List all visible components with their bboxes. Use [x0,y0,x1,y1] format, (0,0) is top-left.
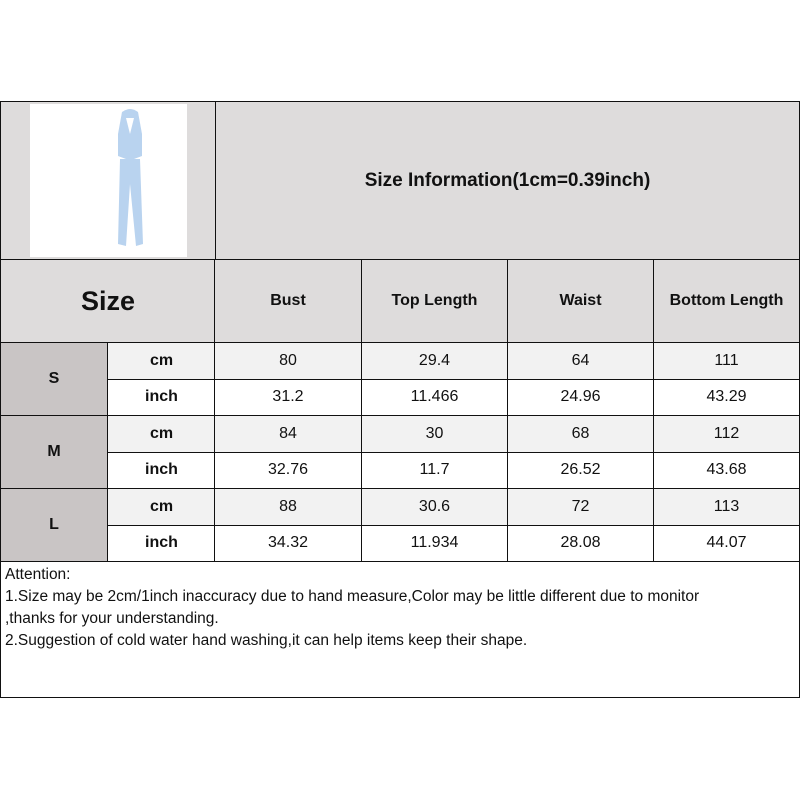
size-label: M [0,415,108,489]
measurement-cell: 44.07 [653,524,800,562]
attention-heading: Attention: [5,566,71,583]
unit-label: cm [107,488,216,526]
measurement-cell: 24.96 [507,378,654,416]
size-label: L [0,488,108,562]
measurement-cell: 64 [507,342,654,380]
measurement-cell: 28.08 [507,524,654,562]
product-image [29,104,187,257]
measurement-cell: 68 [507,415,654,453]
measurement-cell: 43.68 [653,451,800,489]
measurement-cell: 11.7 [361,451,508,489]
measurement-cell: 113 [653,488,800,526]
measurement-cell: 88 [214,488,362,526]
unit-label: inch [107,524,216,562]
measurement-cell: 30 [361,415,508,453]
column-header: Bust [214,259,362,343]
measurement-cell: 11.934 [361,524,508,562]
page-title: Size Information(1cm=0.39inch) [215,101,800,260]
measurement-cell: 34.32 [214,524,362,562]
measurement-cell: 112 [653,415,800,453]
measurement-cell: 11.466 [361,378,508,416]
unit-label: cm [107,342,216,380]
attention-notes: Attention: 1.Size may be 2cm/1inch inacc… [0,561,800,698]
measurement-cell: 31.2 [214,378,362,416]
unit-label: inch [107,451,216,489]
column-header: Waist [507,259,654,343]
measurement-cell: 84 [214,415,362,453]
product-image-cell [0,101,216,260]
size-label: S [0,342,108,416]
size-header: Size [0,259,216,343]
unit-label: inch [107,378,216,416]
jumpsuit-image [117,109,143,246]
measurement-cell: 80 [214,342,362,380]
measurement-cell: 111 [653,342,800,380]
measurement-cell: 26.52 [507,451,654,489]
measurement-cell: 32.76 [214,451,362,489]
measurement-cell: 72 [507,488,654,526]
measurement-cell: 43.29 [653,378,800,416]
attention-line-1: 1.Size may be 2cm/1inch inaccuracy due t… [5,588,700,605]
measurement-cell: 29.4 [361,342,508,380]
column-header: Top Length [361,259,508,343]
column-header: Bottom Length [653,259,800,343]
measurement-cell: 30.6 [361,488,508,526]
unit-label: cm [107,415,216,453]
attention-line-2: 2.Suggestion of cold water hand washing,… [5,632,528,649]
attention-line-1b: ,thanks for your understanding. [5,610,219,627]
